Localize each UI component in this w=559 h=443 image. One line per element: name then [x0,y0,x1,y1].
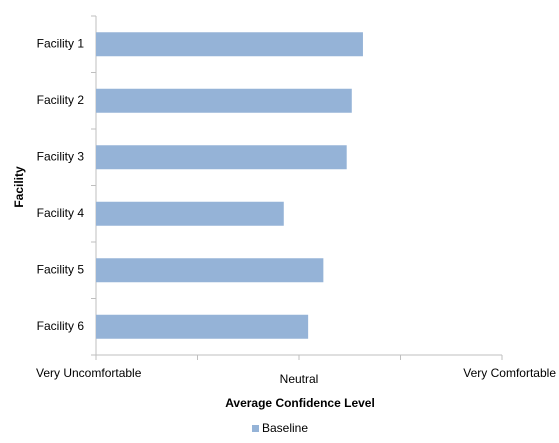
legend-swatch [252,425,259,432]
x-axis-title: Average Confidence Level [225,396,375,410]
y-tick-label: Facility 1 [37,36,85,50]
y-axis-title: Facility [12,166,26,208]
legend-label: Baseline [262,421,308,435]
bar [96,145,347,170]
bar [96,88,352,113]
bar [96,258,324,283]
y-tick-label: Facility 2 [37,93,85,107]
bar [96,32,363,57]
x-tick-label: Neutral [280,372,319,386]
y-tick-label: Facility 3 [37,149,85,163]
y-tick-label: Facility 4 [37,206,85,220]
y-tick-label: Facility 6 [37,319,85,333]
bar [96,201,284,226]
x-tick-label: Very Comfortable [463,366,556,380]
x-tick-label: Very Uncomfortable [36,366,142,380]
y-tick-label: Facility 5 [37,262,85,276]
bar [96,314,309,339]
